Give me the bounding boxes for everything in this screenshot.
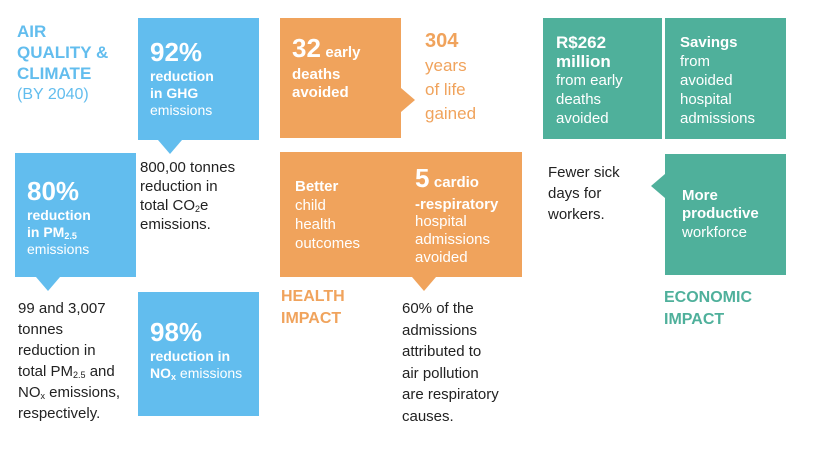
cardio-box: 5 cardio -respiratory hospital admission… <box>402 152 522 277</box>
cardio-line5: avoided <box>415 249 468 266</box>
economic-label-line2: IMPACT <box>664 311 725 328</box>
better-line4: outcomes <box>295 235 361 252</box>
years-value: 304 <box>425 30 459 52</box>
ghg-line1: reduction <box>150 68 214 84</box>
savings-line2: from <box>680 53 710 70</box>
savings-line3: avoided <box>680 72 733 89</box>
cardio-word1: cardio <box>433 174 479 191</box>
money-line1: R$262 <box>556 33 607 52</box>
prod-line3: workforce <box>682 224 748 241</box>
money-line2: million <box>556 52 611 71</box>
air-subtitle: (BY 2040) <box>17 86 89 103</box>
sick-days-note: Fewer sick days for workers. <box>548 164 620 223</box>
years-line1: years <box>425 56 467 75</box>
air-title-line2: QUALITY & <box>17 43 109 62</box>
nox-value: 98% <box>150 317 203 347</box>
better-line3: health <box>295 216 336 233</box>
cardio-value: 5 <box>415 163 430 193</box>
money-line4: deaths <box>556 91 602 108</box>
ghg-value: 92% <box>150 37 203 67</box>
ghg-note: 800,00 tonnes reduction in total CO2e em… <box>140 159 236 233</box>
ghg-line2: in GHG <box>150 85 199 101</box>
health-label-line2: IMPACT <box>281 310 342 327</box>
child-health-box: Better child health outcomes <box>280 152 402 277</box>
money-saved-box: R$262 million from early deaths avoided <box>543 18 662 139</box>
admissions-note: 60% of the admissions attributed to air … <box>402 300 499 425</box>
better-line1: Better <box>295 178 339 195</box>
savings-line1: Savings <box>680 34 738 51</box>
deaths-line3: avoided <box>292 84 349 101</box>
deaths-line2: deaths <box>292 66 341 83</box>
years-of-life: 304 years of life gained <box>425 30 476 126</box>
early-deaths-box: 32 early deaths avoided <box>280 18 401 138</box>
deaths-pointer <box>401 88 415 112</box>
better-line2: child <box>295 197 326 214</box>
air-quality-title: AIR QUALITY & CLIMATE (BY 2040) <box>17 21 108 105</box>
prod-line1: More <box>682 187 718 204</box>
savings-box: Savings from avoided hospital admissions <box>665 18 786 139</box>
economic-label-line1: ECONOMIC <box>664 289 752 306</box>
deaths-value: 32 <box>292 33 321 63</box>
pm25-value: 80% <box>27 176 80 206</box>
deaths-word1: early <box>325 44 361 61</box>
pm25-note: 99 and 3,007 tonnes reduction in total P… <box>18 300 121 422</box>
pm25-line2: in PM2.5 <box>27 224 77 241</box>
health-impact-label: HEALTH IMPACT <box>281 286 345 330</box>
savings-line4: hospital <box>680 91 732 108</box>
savings-line5: admissions <box>680 110 756 127</box>
money-line5: avoided <box>556 110 609 127</box>
health-label-line1: HEALTH <box>281 288 345 305</box>
pm25-pointer <box>36 277 60 291</box>
productive-workforce-box: More productive workforce <box>665 154 786 275</box>
air-title-line3: CLIMATE <box>17 64 92 83</box>
pm25-line1: reduction <box>27 207 91 223</box>
prod-line2: productive <box>682 205 759 222</box>
cardio-line4: admissions <box>415 231 491 248</box>
productive-pointer <box>651 174 665 198</box>
years-line3: gained <box>425 104 477 123</box>
ghg-reduction-box: 92% reduction in GHG emissions <box>138 18 259 140</box>
ghg-pointer <box>158 140 182 154</box>
cardio-line3: hospital <box>415 213 467 230</box>
money-line3: from early <box>556 72 623 89</box>
air-title-line1: AIR <box>17 22 47 41</box>
nox-line1: reduction in <box>150 348 231 364</box>
pm25-line3: emissions <box>27 241 90 257</box>
cardio-pointer <box>412 277 436 291</box>
ghg-line3: emissions <box>150 102 213 118</box>
nox-reduction-box: 98% reduction in NOx emissions <box>138 292 259 416</box>
pm25-reduction-box: 80% reduction in PM2.5 emissions <box>15 153 136 277</box>
cardio-line2: -respiratory <box>415 196 499 213</box>
years-line2: of life <box>425 80 466 99</box>
nox-line2: NOx emissions <box>150 365 243 382</box>
economic-impact-label: ECONOMIC IMPACT <box>664 287 752 331</box>
